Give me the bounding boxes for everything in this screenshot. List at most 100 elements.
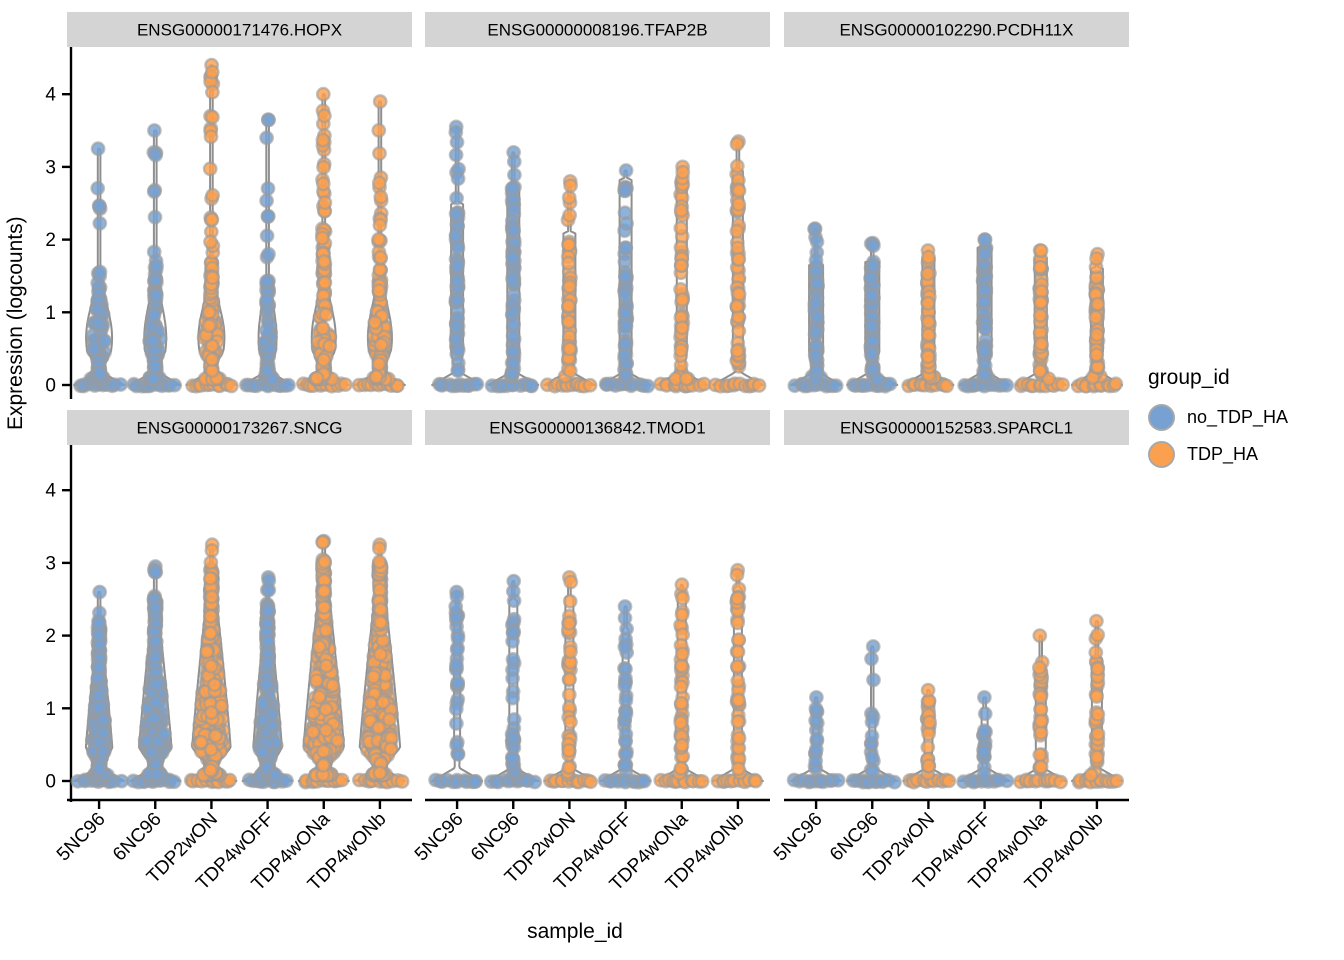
expression-point [864, 714, 880, 730]
expression-point [561, 237, 577, 253]
expression-point [887, 774, 902, 790]
expression-point [311, 689, 327, 705]
expression-point [371, 356, 387, 372]
expression-point [261, 112, 276, 128]
y-tick-label: 4 [45, 85, 56, 106]
expression-point [730, 673, 746, 689]
y-tick-label: 0 [45, 376, 56, 397]
expression-point [561, 615, 577, 631]
expression-point [920, 266, 935, 282]
points-6NC96 [484, 144, 539, 394]
points-TDP4wONb [710, 562, 763, 790]
expression-point [315, 320, 331, 336]
expression-point [977, 282, 993, 298]
expression-point [751, 378, 767, 393]
expression-point [317, 195, 333, 211]
expression-point [640, 378, 656, 394]
expression-point [309, 673, 324, 688]
expression-point [254, 744, 270, 760]
expression-point [259, 228, 275, 244]
expression-point [505, 690, 521, 706]
expression-point [618, 163, 634, 178]
expression-point [337, 377, 353, 392]
points-6NC96 [845, 639, 902, 790]
points-TDP4wOFF [598, 163, 656, 394]
expression-point [315, 535, 331, 550]
expression-point [619, 216, 634, 231]
expression-point [675, 164, 691, 180]
expression-point [318, 702, 334, 717]
y-tick-label: 2 [45, 230, 56, 251]
expression-point [205, 187, 221, 203]
expression-point [92, 761, 107, 777]
expression-point [450, 258, 465, 274]
expression-point [1108, 376, 1124, 392]
expression-point [148, 694, 163, 710]
expression-point [504, 181, 520, 197]
expression-point [373, 250, 389, 265]
x-axis-title: sample_id [527, 920, 623, 943]
expression-point [563, 714, 578, 730]
expression-point [731, 196, 747, 212]
expression-point [372, 765, 388, 781]
expression-point [674, 577, 690, 593]
expression-point [1090, 706, 1106, 722]
expression-point [449, 190, 464, 206]
points-5NC96 [431, 119, 485, 394]
legend-swatch-no-tdp-ha-icon [1148, 404, 1175, 431]
expression-point [864, 346, 880, 361]
expression-point [977, 232, 993, 248]
expression-point [617, 610, 633, 626]
expression-point [809, 309, 825, 325]
expression-point [731, 251, 747, 267]
expression-point [976, 766, 992, 781]
expression-point [203, 234, 218, 250]
expression-point [373, 615, 388, 630]
y-axis-title: Expression (logcounts) [4, 216, 27, 430]
expression-point [450, 674, 466, 690]
expression-point [1088, 309, 1104, 325]
expression-point [91, 659, 107, 675]
expression-point [97, 333, 113, 349]
x-tick-label: 5NC96 [770, 809, 827, 866]
expression-point [373, 189, 389, 205]
expression-point [204, 589, 220, 605]
expression-point [255, 695, 271, 711]
expression-point [1090, 627, 1106, 643]
points-6NC96 [125, 559, 182, 790]
expression-point [147, 564, 163, 580]
expression-point [469, 376, 485, 392]
expression-point [1053, 774, 1069, 790]
points-5NC96 [73, 141, 129, 394]
expression-point [260, 208, 276, 224]
expression-point [618, 306, 634, 321]
expression-point [808, 325, 824, 340]
points-TDP4wONa [1013, 243, 1071, 394]
expression-point [148, 287, 164, 303]
expression-point [366, 669, 381, 685]
expression-point [1032, 259, 1048, 275]
expression-point [809, 363, 825, 379]
expression-point [729, 223, 745, 239]
expression-point [673, 342, 689, 358]
expression-point [921, 758, 937, 774]
expression-point [371, 283, 387, 299]
expression-point [731, 730, 747, 746]
expression-point [865, 258, 881, 274]
expression-point [1090, 726, 1106, 742]
expression-point [372, 217, 388, 233]
points-6NC96 [483, 573, 543, 790]
expression-point [259, 363, 275, 379]
expression-point [201, 318, 217, 334]
expression-point [318, 307, 334, 322]
expression-point [561, 314, 577, 330]
points-TDP2wON [185, 57, 239, 394]
expression-point [448, 331, 464, 347]
expression-point [731, 183, 747, 199]
expression-point [505, 328, 521, 344]
facet-strip [784, 12, 1129, 47]
expression-point [372, 647, 388, 662]
expression-point [259, 130, 274, 146]
legend-item: TDP_HA [1148, 441, 1288, 468]
